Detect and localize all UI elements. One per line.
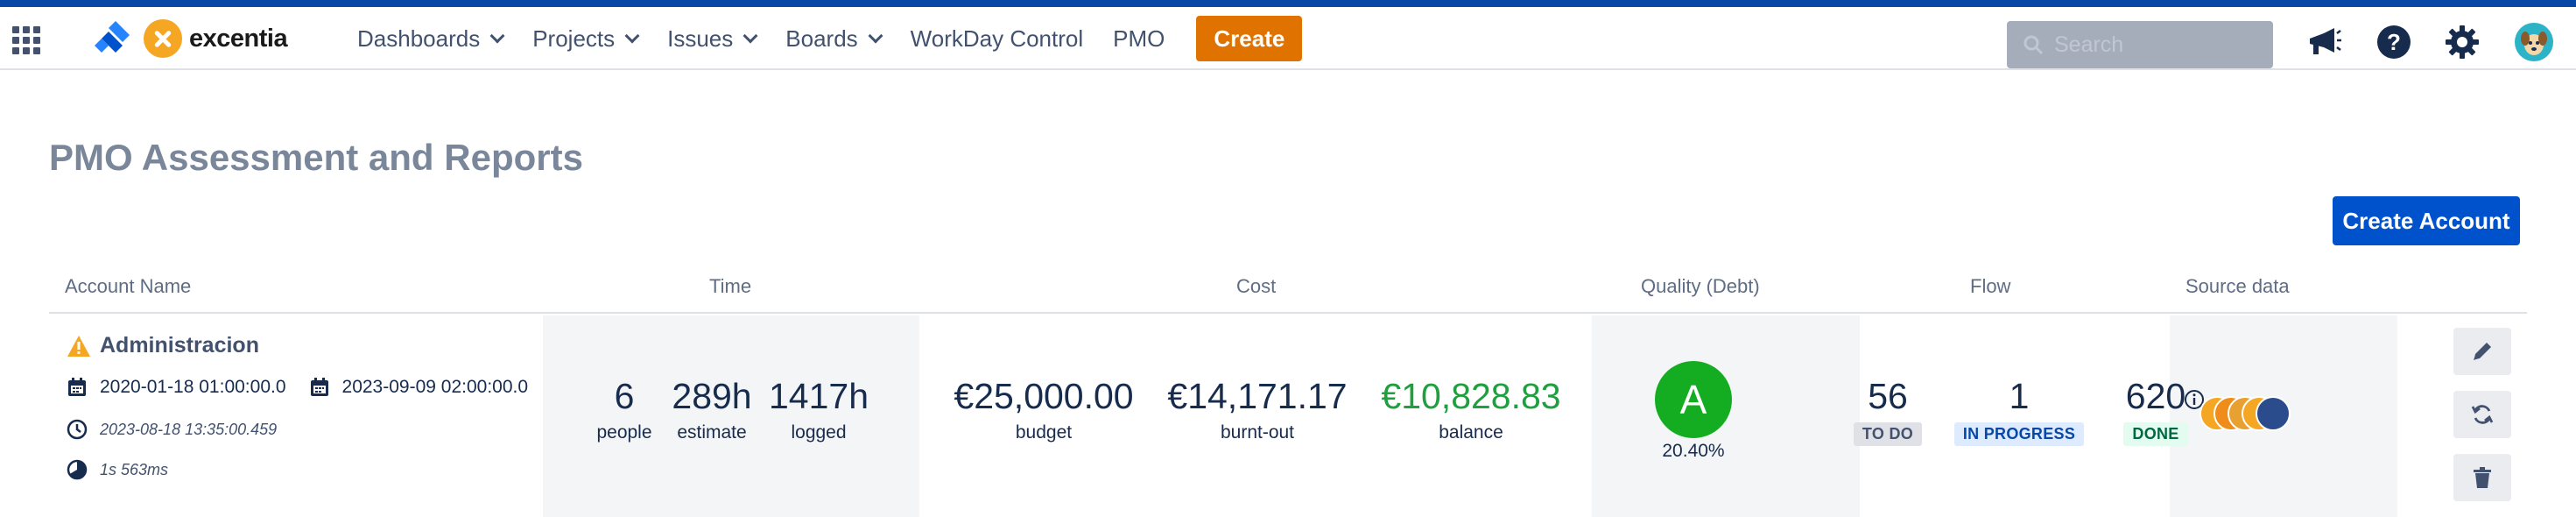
in-progress-lozenge: IN PROGRESS [1953,422,2085,446]
end-date: 2023-09-09 02:00:00.0 [341,377,529,397]
balance-value: €10,828.83 [1381,376,1561,416]
chevron-down-icon [743,28,758,43]
menu-boards[interactable]: Boards [785,25,883,53]
budget-value: €25,000.00 [954,376,1134,416]
menu-label: Issues [667,25,734,52]
chevron-down-icon [489,28,505,43]
source-avatar [2256,396,2291,431]
settings-icon[interactable] [2445,25,2480,60]
announcement-icon[interactable] [2306,25,2341,60]
top-navigation: excentia Dashboards Projects Issues Boar… [0,7,2576,70]
calendar-icon [68,378,86,396]
quality-grade-badge[interactable]: A [1655,361,1732,438]
menu-projects[interactable]: Projects [532,25,640,53]
done-count: 620 [2125,376,2186,416]
trash-icon [2474,467,2491,488]
clock-icon [67,419,88,440]
flow-todo: 56 TO DO [1826,377,1949,446]
user-avatar[interactable] [2515,23,2553,61]
done-lozenge: DONE [2123,422,2188,446]
account-duration: 1s 563ms [67,459,168,480]
chevron-down-icon [868,28,883,43]
pencil-icon [2474,343,2491,360]
metric-burnt-out: €14,171.17 burnt-out [1152,377,1362,443]
menu-pmo[interactable]: PMO [1113,25,1165,53]
burnt-out-value: €14,171.17 [1167,376,1348,416]
metric-people: 6 people [585,377,664,443]
top-accent-bar [0,0,2576,7]
flow-in-progress: 1 IN PROGRESS [1949,377,2089,446]
search-icon [2023,35,2044,55]
pie-chart-icon [67,459,88,480]
page-title: PMO Assessment and Reports [49,137,583,178]
flow-done: 620 DONE [2094,377,2217,446]
calendar-icon [310,378,328,396]
quality-debt-percent: 20.40% [1662,441,1725,461]
account-name-text: Administracion [100,333,259,358]
budget-label: budget [1015,422,1073,443]
todo-lozenge: TO DO [1853,422,1923,446]
menu-dashboards[interactable]: Dashboards [357,25,505,53]
logo-text: excentia [189,24,288,53]
people-value: 6 [614,376,635,416]
menu-label: WorkDay Control [910,25,1084,52]
create-account-button[interactable]: Create Account [2333,196,2520,245]
search-box[interactable] [2007,21,2273,68]
table-header: Account Name Time Cost Quality (Debt) Fl… [49,272,2527,314]
header-quality: Quality (Debt) [1641,275,1760,297]
menu-workday-control[interactable]: WorkDay Control [911,25,1083,53]
info-icon[interactable] [2184,389,2205,414]
menu-label: PMO [1113,25,1165,52]
chevron-down-icon [624,28,640,43]
main-menu: Dashboards Projects Issues Boards WorkDa… [357,7,1303,70]
logged-value: 1417h [768,376,869,416]
estimate-label: estimate [677,422,747,443]
search-input[interactable] [2054,32,2256,58]
todo-count: 56 [1868,376,1908,416]
header-flow: Flow [1970,275,2011,297]
duration-text: 1s 563ms [100,460,169,478]
excentia-logo-icon [144,19,182,58]
estimate-value: 289h [672,376,752,416]
help-icon[interactable]: ? [2376,25,2411,60]
start-date: 2020-01-18 01:00:00.0 [100,377,286,397]
metric-estimate: 289h estimate [664,377,760,443]
logged-label: logged [791,422,847,443]
time-cell [543,315,919,517]
menu-issues[interactable]: Issues [667,25,758,53]
refresh-button[interactable] [2453,391,2511,438]
table-row[interactable]: Administracion 2020-01-18 01:00:00.0 202… [49,315,2527,517]
metric-budget: €25,000.00 budget [939,377,1149,443]
delete-button[interactable] [2453,454,2511,501]
balance-label: balance [1439,422,1503,443]
menu-label: Projects [532,25,616,52]
svg-text:?: ? [2387,29,2401,55]
metric-balance: €10,828.83 balance [1366,377,1576,443]
account-name[interactable]: Administracion [67,333,259,358]
account-dates: 2020-01-18 01:00:00.0 2023-09-09 02:00:0… [67,377,528,398]
warning-icon [67,335,90,357]
refresh-icon [2471,405,2494,424]
create-button[interactable]: Create [1196,16,1303,61]
jira-logo-icon [95,21,130,53]
header-source-data: Source data [2185,275,2290,297]
account-updated: 2023-08-18 13:35:00.459 [67,419,277,440]
logo[interactable]: excentia [95,19,288,58]
people-label: people [596,422,652,443]
header-cost: Cost [1236,275,1277,297]
updated-timestamp: 2023-08-18 13:35:00.459 [100,420,278,438]
edit-button[interactable] [2453,328,2511,375]
burnt-out-label: burnt-out [1220,422,1295,443]
header-account-name: Account Name [65,275,192,297]
metric-logged: 1417h logged [762,377,876,443]
app-switcher-icon[interactable] [11,25,40,54]
in-progress-count: 1 [2009,376,2030,416]
menu-label: Boards [785,25,858,52]
header-time: Time [709,275,752,297]
source-avatars[interactable] [2199,396,2305,435]
menu-label: Dashboards [357,25,481,52]
